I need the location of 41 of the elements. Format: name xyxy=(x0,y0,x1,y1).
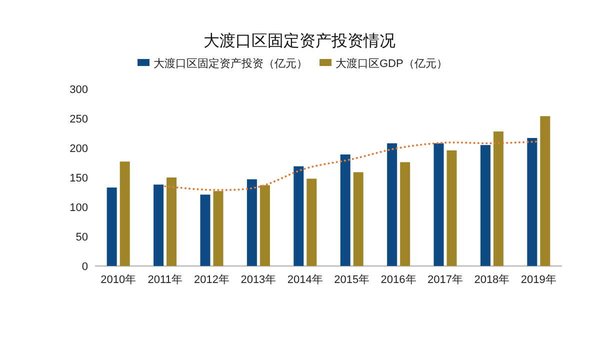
bar xyxy=(480,145,490,266)
legend-label: 大渡口区固定资产投资（亿元） xyxy=(154,57,308,70)
bar xyxy=(106,188,117,266)
bar xyxy=(446,150,457,266)
x-tick-label: 2012年 xyxy=(194,274,230,286)
bar xyxy=(540,116,550,266)
x-tick-label: 2014年 xyxy=(287,274,323,286)
x-tick-label: 2018年 xyxy=(474,274,510,286)
bar xyxy=(246,179,257,266)
bar xyxy=(120,162,130,266)
x-tick-label: 2016年 xyxy=(380,274,416,286)
y-tick-label: 200 xyxy=(70,143,88,155)
y-tick-label: 150 xyxy=(70,172,88,184)
x-tick-label: 2011年 xyxy=(148,274,182,286)
bar xyxy=(200,194,210,266)
y-tick-label: 300 xyxy=(70,84,88,96)
bar xyxy=(306,178,317,266)
x-tick-label: 2013年 xyxy=(240,274,276,286)
chart-title: 大渡口区固定资产投资情况 xyxy=(204,32,396,50)
bar xyxy=(434,143,444,266)
bar xyxy=(154,184,164,266)
bar xyxy=(260,185,270,266)
x-tick-label: 2019年 xyxy=(520,274,556,286)
line-series xyxy=(164,140,540,191)
bar xyxy=(387,143,398,266)
bar xyxy=(294,166,304,266)
y-tick-label: 0 xyxy=(82,261,88,273)
bar xyxy=(340,154,350,266)
bar xyxy=(213,191,224,266)
x-tick-label: 2010年 xyxy=(100,274,136,286)
legend-label: 大渡口区GDP（亿元） xyxy=(336,57,448,70)
x-tick-label: 2015年 xyxy=(334,274,370,286)
y-tick-label: 50 xyxy=(76,232,88,244)
bar xyxy=(527,138,538,266)
bar xyxy=(353,172,364,266)
bar xyxy=(400,162,410,266)
bar xyxy=(493,131,504,266)
x-tick-label: 2017年 xyxy=(428,274,463,286)
bar xyxy=(166,178,177,266)
y-tick-label: 100 xyxy=(70,202,88,214)
y-tick-label: 250 xyxy=(70,114,88,126)
